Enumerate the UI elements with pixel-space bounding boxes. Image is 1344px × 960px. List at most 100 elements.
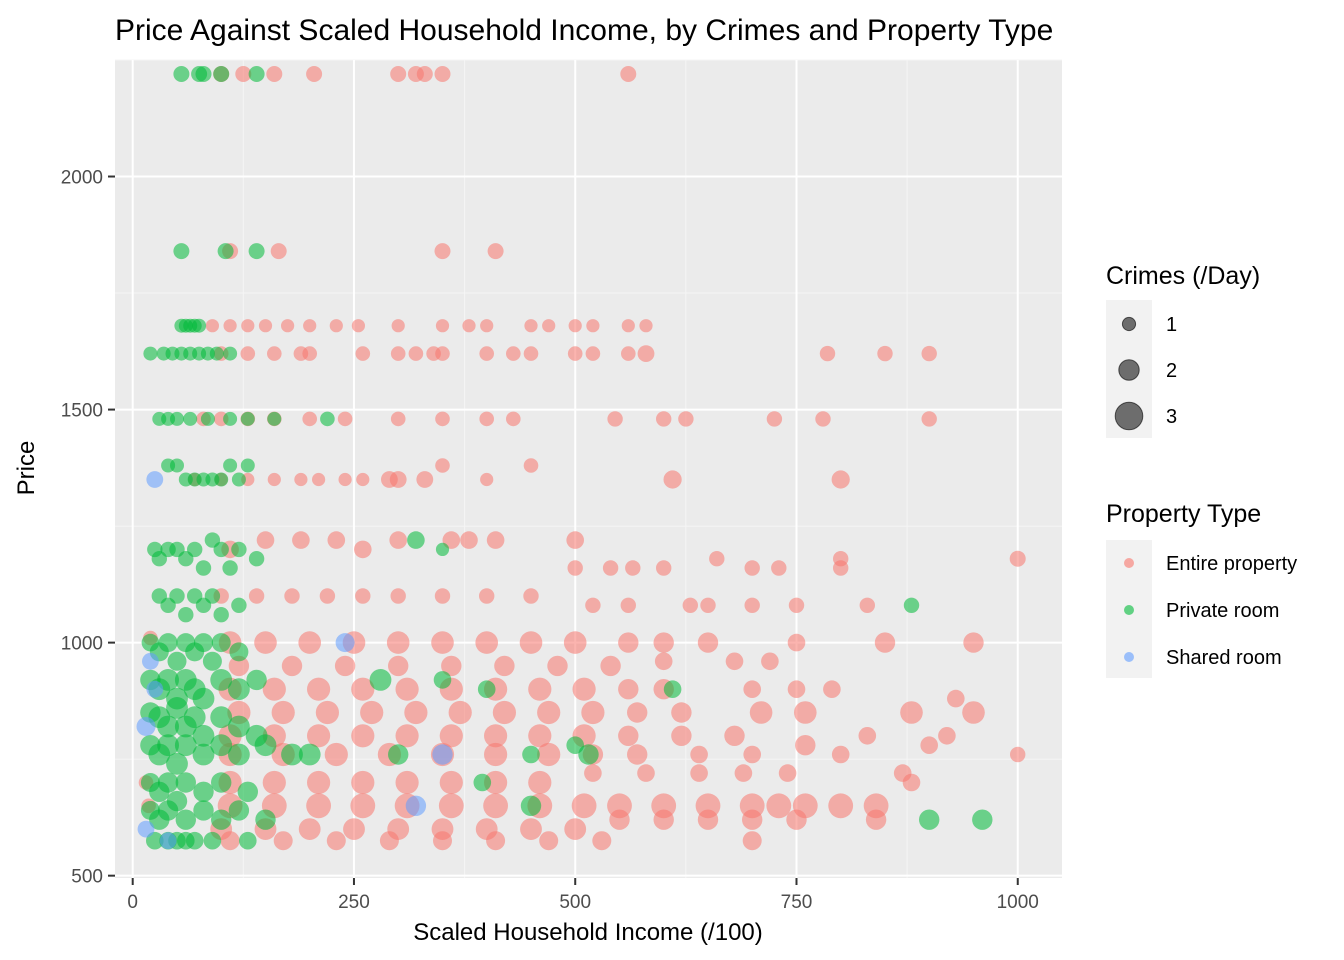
data-point — [213, 541, 229, 558]
data-point — [506, 346, 521, 361]
x-axis-label: Scaled Household Income (/100) — [413, 919, 763, 946]
data-point — [222, 560, 238, 576]
data-point — [483, 793, 508, 819]
data-point — [405, 795, 427, 816]
color-legend-label: Entire property — [1166, 553, 1297, 575]
data-point — [213, 66, 230, 82]
data-point — [292, 531, 310, 549]
data-point — [239, 831, 257, 850]
data-point — [355, 346, 371, 361]
data-point — [386, 631, 410, 654]
data-point — [267, 411, 282, 426]
data-point — [228, 678, 250, 701]
data-point — [231, 541, 247, 558]
data-point — [479, 411, 495, 427]
data-point — [439, 770, 463, 795]
data-point — [584, 764, 602, 782]
data-point — [480, 319, 494, 333]
data-point — [571, 793, 597, 819]
data-point — [248, 243, 265, 260]
size-legend-keys: 1 2 3 — [1114, 314, 1177, 431]
series-shared-room — [136, 471, 453, 850]
data-point — [211, 809, 232, 830]
data-point — [355, 588, 371, 604]
data-point — [621, 319, 635, 333]
data-point — [209, 346, 224, 361]
data-point — [200, 411, 215, 426]
data-point — [585, 597, 601, 613]
data-point — [749, 701, 773, 724]
data-point — [486, 531, 505, 549]
data-point — [592, 831, 612, 851]
data-point — [620, 66, 637, 82]
data-point — [523, 588, 539, 604]
data-point — [193, 800, 214, 821]
data-point — [520, 795, 542, 816]
minor-gridlines — [115, 59, 1062, 878]
data-point — [432, 744, 453, 765]
data-point — [788, 597, 805, 613]
data-point — [307, 724, 331, 748]
data-point — [351, 724, 375, 748]
data-point — [159, 832, 177, 850]
data-point — [564, 818, 587, 840]
data-point — [315, 700, 339, 725]
data-point — [255, 809, 276, 830]
data-point — [281, 319, 295, 333]
data-point — [435, 319, 450, 333]
data-point — [734, 764, 753, 782]
data-point — [262, 677, 286, 701]
data-point — [682, 597, 698, 613]
data-point — [202, 651, 222, 671]
data-point — [319, 588, 336, 604]
data-point — [581, 700, 605, 725]
data-point — [167, 651, 187, 671]
data-point — [435, 411, 450, 427]
data-point — [395, 770, 419, 795]
data-point — [547, 655, 568, 677]
data-point — [329, 319, 343, 333]
data-point — [690, 764, 708, 782]
data-point — [320, 411, 335, 427]
data-point — [175, 772, 196, 793]
data-point — [178, 607, 194, 623]
data-point — [231, 472, 246, 487]
y-axis: 500 1000 1500 2000 — [61, 168, 115, 888]
size-legend-label: 2 — [1166, 360, 1177, 382]
data-point — [823, 680, 841, 698]
data-point — [205, 319, 219, 333]
data-point — [766, 411, 783, 427]
data-point — [195, 560, 212, 576]
data-point — [962, 701, 985, 724]
data-point — [143, 346, 158, 361]
data-point — [947, 689, 965, 708]
data-point — [266, 66, 283, 82]
data-point — [246, 669, 267, 691]
data-point — [136, 717, 156, 736]
data-point — [663, 680, 682, 698]
data-point — [271, 700, 295, 725]
data-point — [831, 745, 850, 764]
data-point — [223, 319, 237, 333]
data-point — [369, 669, 392, 691]
data-point — [351, 770, 375, 795]
data-point — [229, 642, 249, 662]
data-point — [865, 809, 887, 830]
data-point — [306, 66, 323, 82]
data-point — [146, 471, 164, 488]
data-point — [185, 831, 204, 850]
data-point — [217, 243, 234, 260]
data-point — [438, 793, 464, 819]
data-point — [231, 597, 247, 613]
data-point — [223, 458, 238, 473]
data-point — [435, 346, 450, 361]
data-point — [567, 560, 583, 576]
data-point — [193, 781, 214, 802]
x-tick-label: 0 — [127, 892, 138, 913]
data-point — [787, 633, 806, 652]
data-point — [388, 655, 409, 677]
data-point — [639, 319, 653, 333]
data-point — [192, 743, 215, 766]
data-point — [327, 531, 346, 549]
data-point — [192, 318, 207, 333]
